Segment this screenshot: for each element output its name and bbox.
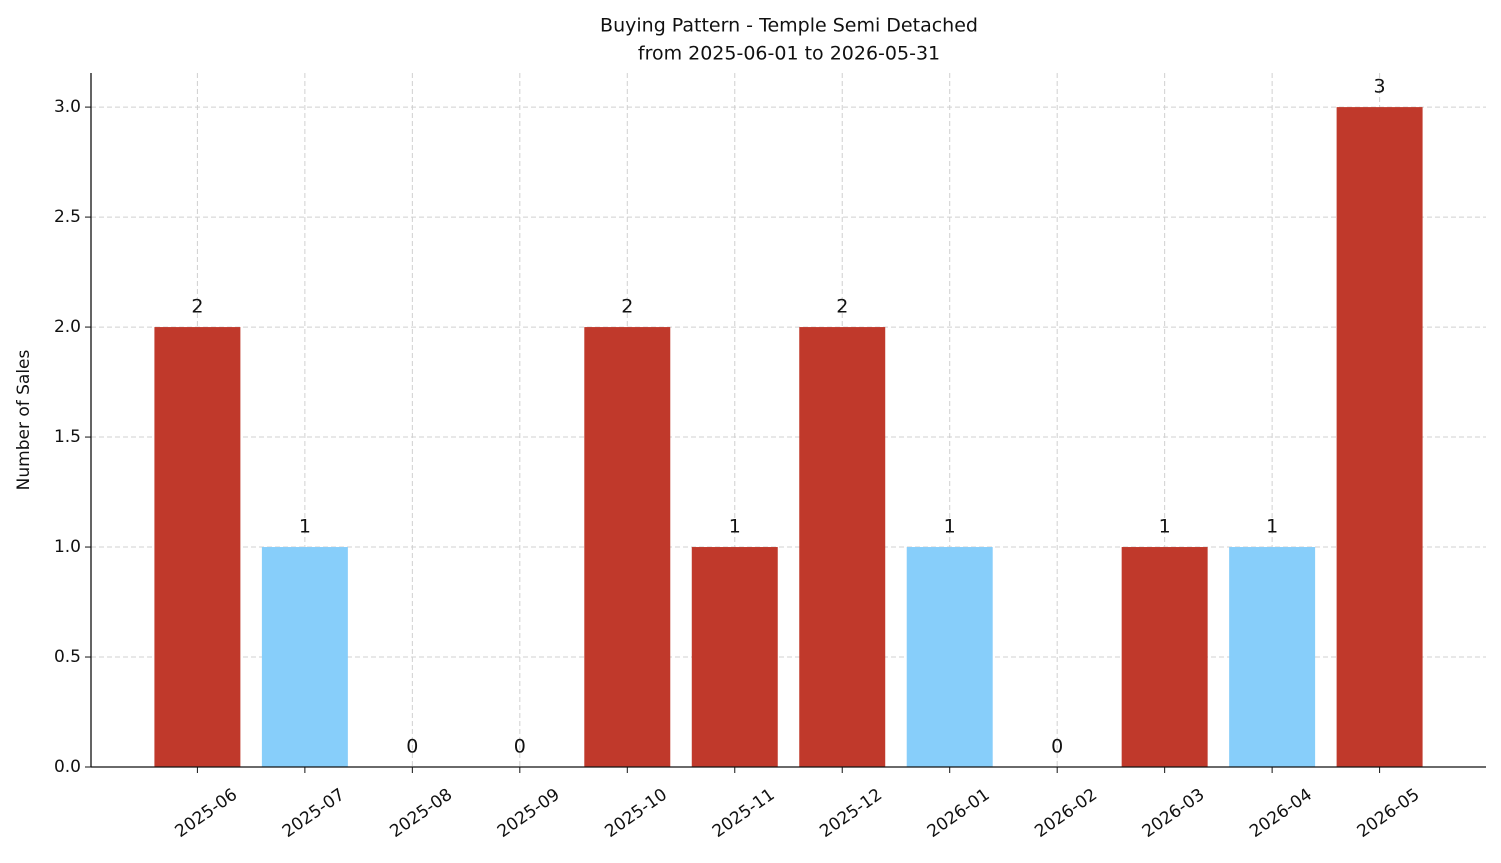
value-label: 2 [621, 296, 633, 318]
value-label: 0 [514, 736, 526, 758]
value-label: 1 [1266, 516, 1278, 538]
value-label: 2 [191, 296, 203, 318]
x-tick-label: 2025-09 [494, 785, 564, 842]
y-tick-label: 0.5 [54, 647, 81, 667]
bar [799, 327, 886, 767]
x-tick-label: 2026-05 [1354, 785, 1424, 842]
chart-subtitle: from 2025-06-01 to 2026-05-31 [638, 43, 940, 65]
bar [1336, 107, 1423, 767]
bar [906, 547, 993, 767]
value-label: 3 [1374, 76, 1386, 98]
bar [1229, 547, 1316, 767]
x-tick-label: 2026-02 [1031, 785, 1101, 842]
y-axis-label: Number of Sales [14, 349, 34, 490]
value-label: 0 [1051, 736, 1063, 758]
value-label: 2 [836, 296, 848, 318]
y-tick-label: 2.5 [54, 207, 81, 227]
x-tick-label: 2026-01 [924, 785, 994, 842]
y-tick-label: 1.5 [54, 427, 81, 447]
bar [691, 547, 778, 767]
y-tick-label: 2.0 [54, 317, 81, 337]
x-tick-label: 2026-03 [1139, 785, 1209, 842]
value-label: 1 [1159, 516, 1171, 538]
bar [1121, 547, 1208, 767]
value-label: 0 [406, 736, 418, 758]
x-tick-label: 2026-04 [1246, 785, 1316, 842]
y-tick-label: 0.0 [54, 757, 81, 777]
y-tick-label: 3.0 [54, 97, 81, 117]
x-tick-label: 2025-08 [386, 785, 456, 842]
chart-title: Buying Pattern - Temple Semi Detached [600, 15, 978, 37]
bar [154, 327, 241, 767]
x-tick-label: 2025-10 [601, 785, 671, 842]
x-tick-label: 2025-12 [816, 785, 886, 842]
value-label: 1 [299, 516, 311, 538]
value-label: 1 [944, 516, 956, 538]
y-tick-label: 1.0 [54, 537, 81, 557]
value-label: 1 [729, 516, 741, 538]
bar [261, 547, 348, 767]
x-tick-label: 2025-06 [171, 785, 241, 842]
bar [584, 327, 671, 767]
x-tick-label: 2025-11 [709, 785, 779, 842]
x-tick-label: 2025-07 [279, 785, 349, 842]
